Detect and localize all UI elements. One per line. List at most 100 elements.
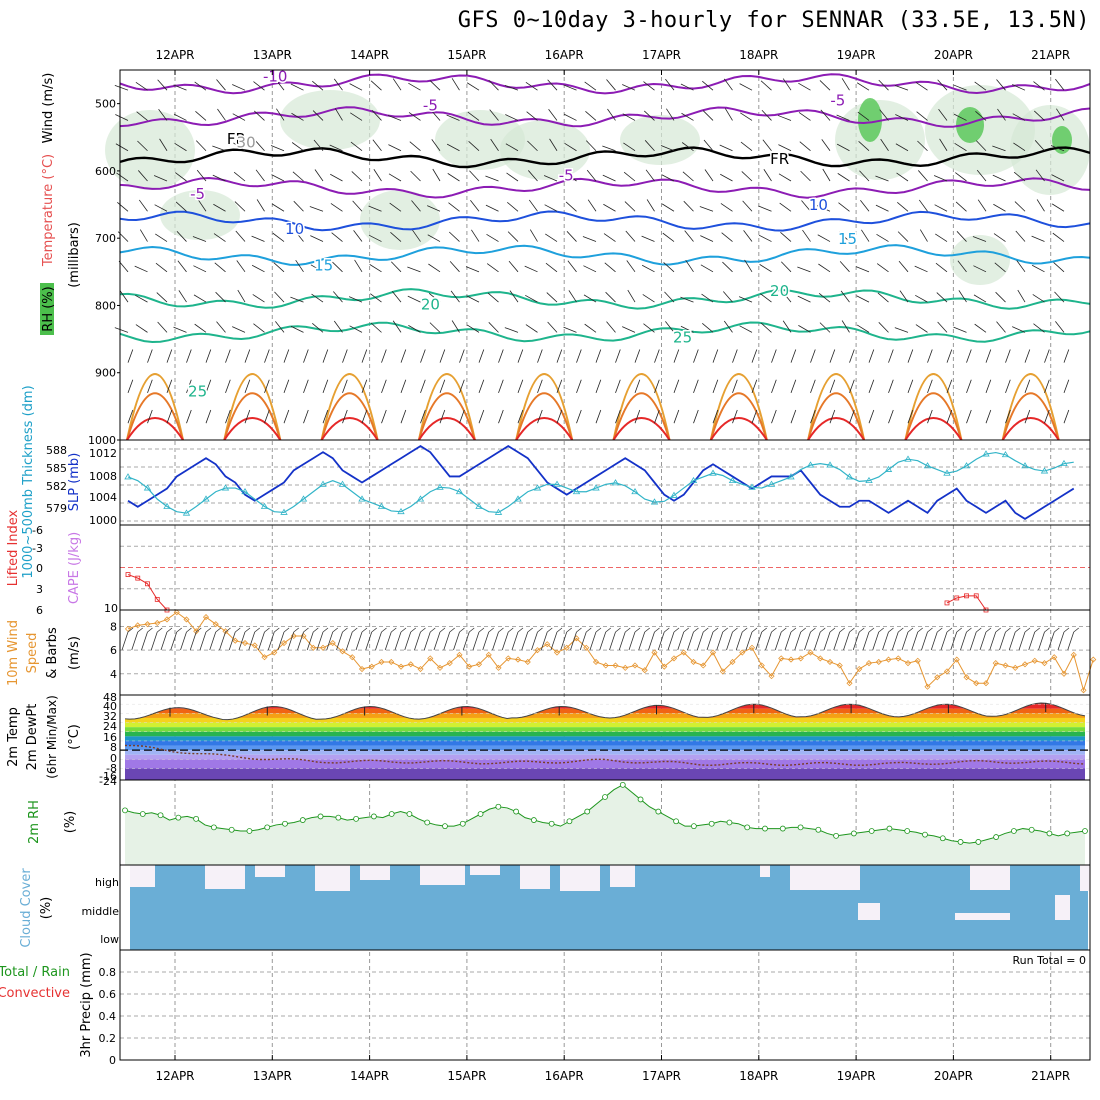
wind-barb [303, 379, 309, 394]
date-label-top: 20APR [934, 48, 973, 62]
thickness-tick: 582 [46, 480, 67, 493]
wind-barb [119, 290, 129, 303]
surface-wind-barb [365, 631, 373, 651]
wind-barb [1056, 108, 1065, 121]
wind-barb [465, 266, 480, 273]
wind-barb [333, 320, 343, 333]
surface-wind-barb [287, 631, 295, 651]
wind-barb [642, 294, 655, 303]
wind-barb [525, 294, 538, 303]
wind-barb [505, 114, 519, 121]
precip-tick: 0.2 [99, 1032, 117, 1045]
wind-speed-marker [466, 663, 473, 670]
wind-barb [992, 174, 1006, 182]
minmax-label: (6hr Min/Max) [45, 695, 59, 779]
wind-barb [430, 109, 441, 121]
wind-barb [693, 349, 699, 363]
surface-wind-barb-flag [664, 627, 670, 633]
wind-barb [934, 204, 948, 212]
surface-wind-barb [150, 631, 158, 651]
wind-barb [868, 379, 875, 394]
thickness-marker [709, 469, 717, 476]
wind-barb [451, 320, 460, 333]
wind-barb [517, 349, 524, 363]
wind-barb [836, 143, 850, 152]
wind-barb [412, 229, 421, 242]
surface-wind-barb [1057, 631, 1065, 651]
wind-barb [819, 322, 831, 333]
wind-speed-marker [973, 680, 980, 687]
temp-band [125, 736, 1085, 741]
wind-speed-marker [202, 614, 210, 621]
temp-tick: -16 [99, 770, 117, 783]
wind-barb [212, 174, 226, 182]
warm-contour [807, 392, 866, 441]
wind-barb [467, 111, 480, 121]
temp-band [125, 745, 1085, 751]
wind-barb [643, 323, 655, 333]
wind-speed-marker [641, 667, 648, 674]
wind-barb [602, 174, 616, 182]
wind-barb [1005, 349, 1011, 363]
wind-barb [193, 294, 207, 303]
wind-barb [173, 113, 187, 121]
surface-wind-barb-flag [966, 627, 972, 633]
wind-barb [583, 294, 597, 303]
surface-wind-barb-flag [985, 627, 992, 633]
wind-barb [407, 266, 421, 273]
surface-wind-barb-flag [605, 627, 611, 633]
surface-wind-barb-flag [810, 627, 816, 633]
wind-barb [271, 174, 285, 182]
thickness-marker [494, 508, 503, 515]
precip-convective-label: Convective [0, 986, 70, 1001]
wind-barb [215, 291, 226, 303]
warm-contour [904, 417, 963, 441]
contour-label: -5 [559, 166, 574, 184]
thickness-tick: 588 [46, 444, 67, 457]
cloud-clear-gap [610, 865, 635, 887]
surface-wind-barb-flag [186, 627, 192, 633]
thickness-marker [982, 450, 990, 457]
temp-tick: 0 [110, 752, 117, 765]
wind-barb [194, 323, 207, 333]
wind-barb [782, 78, 792, 91]
wind-barb [1063, 349, 1070, 363]
rh-marker [850, 830, 857, 837]
wind-barb [459, 379, 465, 394]
wind-speed-marker [826, 658, 834, 666]
wind-barb [927, 409, 933, 424]
date-label-bottom: 17APR [642, 1069, 681, 1083]
wind-barb [252, 294, 265, 303]
wind-barb [498, 379, 504, 394]
wind-barb [428, 263, 441, 273]
wind-barb [946, 349, 953, 363]
surface-wind-barb [823, 631, 831, 651]
wind-barb [349, 83, 363, 91]
cloud-clear-gap [520, 865, 550, 889]
wind-barb [490, 138, 499, 151]
wind-speed-line [127, 611, 1094, 693]
wind-barb [354, 259, 363, 273]
surface-wind-barb-flag [322, 627, 329, 633]
surface-wind-barb [180, 631, 187, 651]
wind-barb [992, 145, 1006, 152]
rh-marker [637, 796, 644, 803]
wind-speed-marker [700, 662, 707, 669]
wind-barb [466, 324, 480, 333]
surface-wind-barb [306, 631, 314, 651]
wind-barb [348, 296, 363, 303]
wind-speed-marker [485, 651, 492, 658]
temp-band [125, 750, 1085, 755]
wind-barb [993, 233, 1006, 242]
surface-wind-barb-flag [478, 627, 485, 633]
cloud-fill [130, 865, 1088, 950]
rh-marker [1010, 828, 1017, 834]
wind-barb [400, 349, 407, 363]
wind-speed-marker [358, 665, 366, 673]
thickness-marker [514, 495, 522, 502]
wind-barb [693, 379, 699, 394]
surface-wind-barb-flag [673, 627, 680, 633]
wind-barb [849, 409, 855, 424]
wind-barb [894, 327, 909, 333]
wind-barb [118, 260, 129, 273]
